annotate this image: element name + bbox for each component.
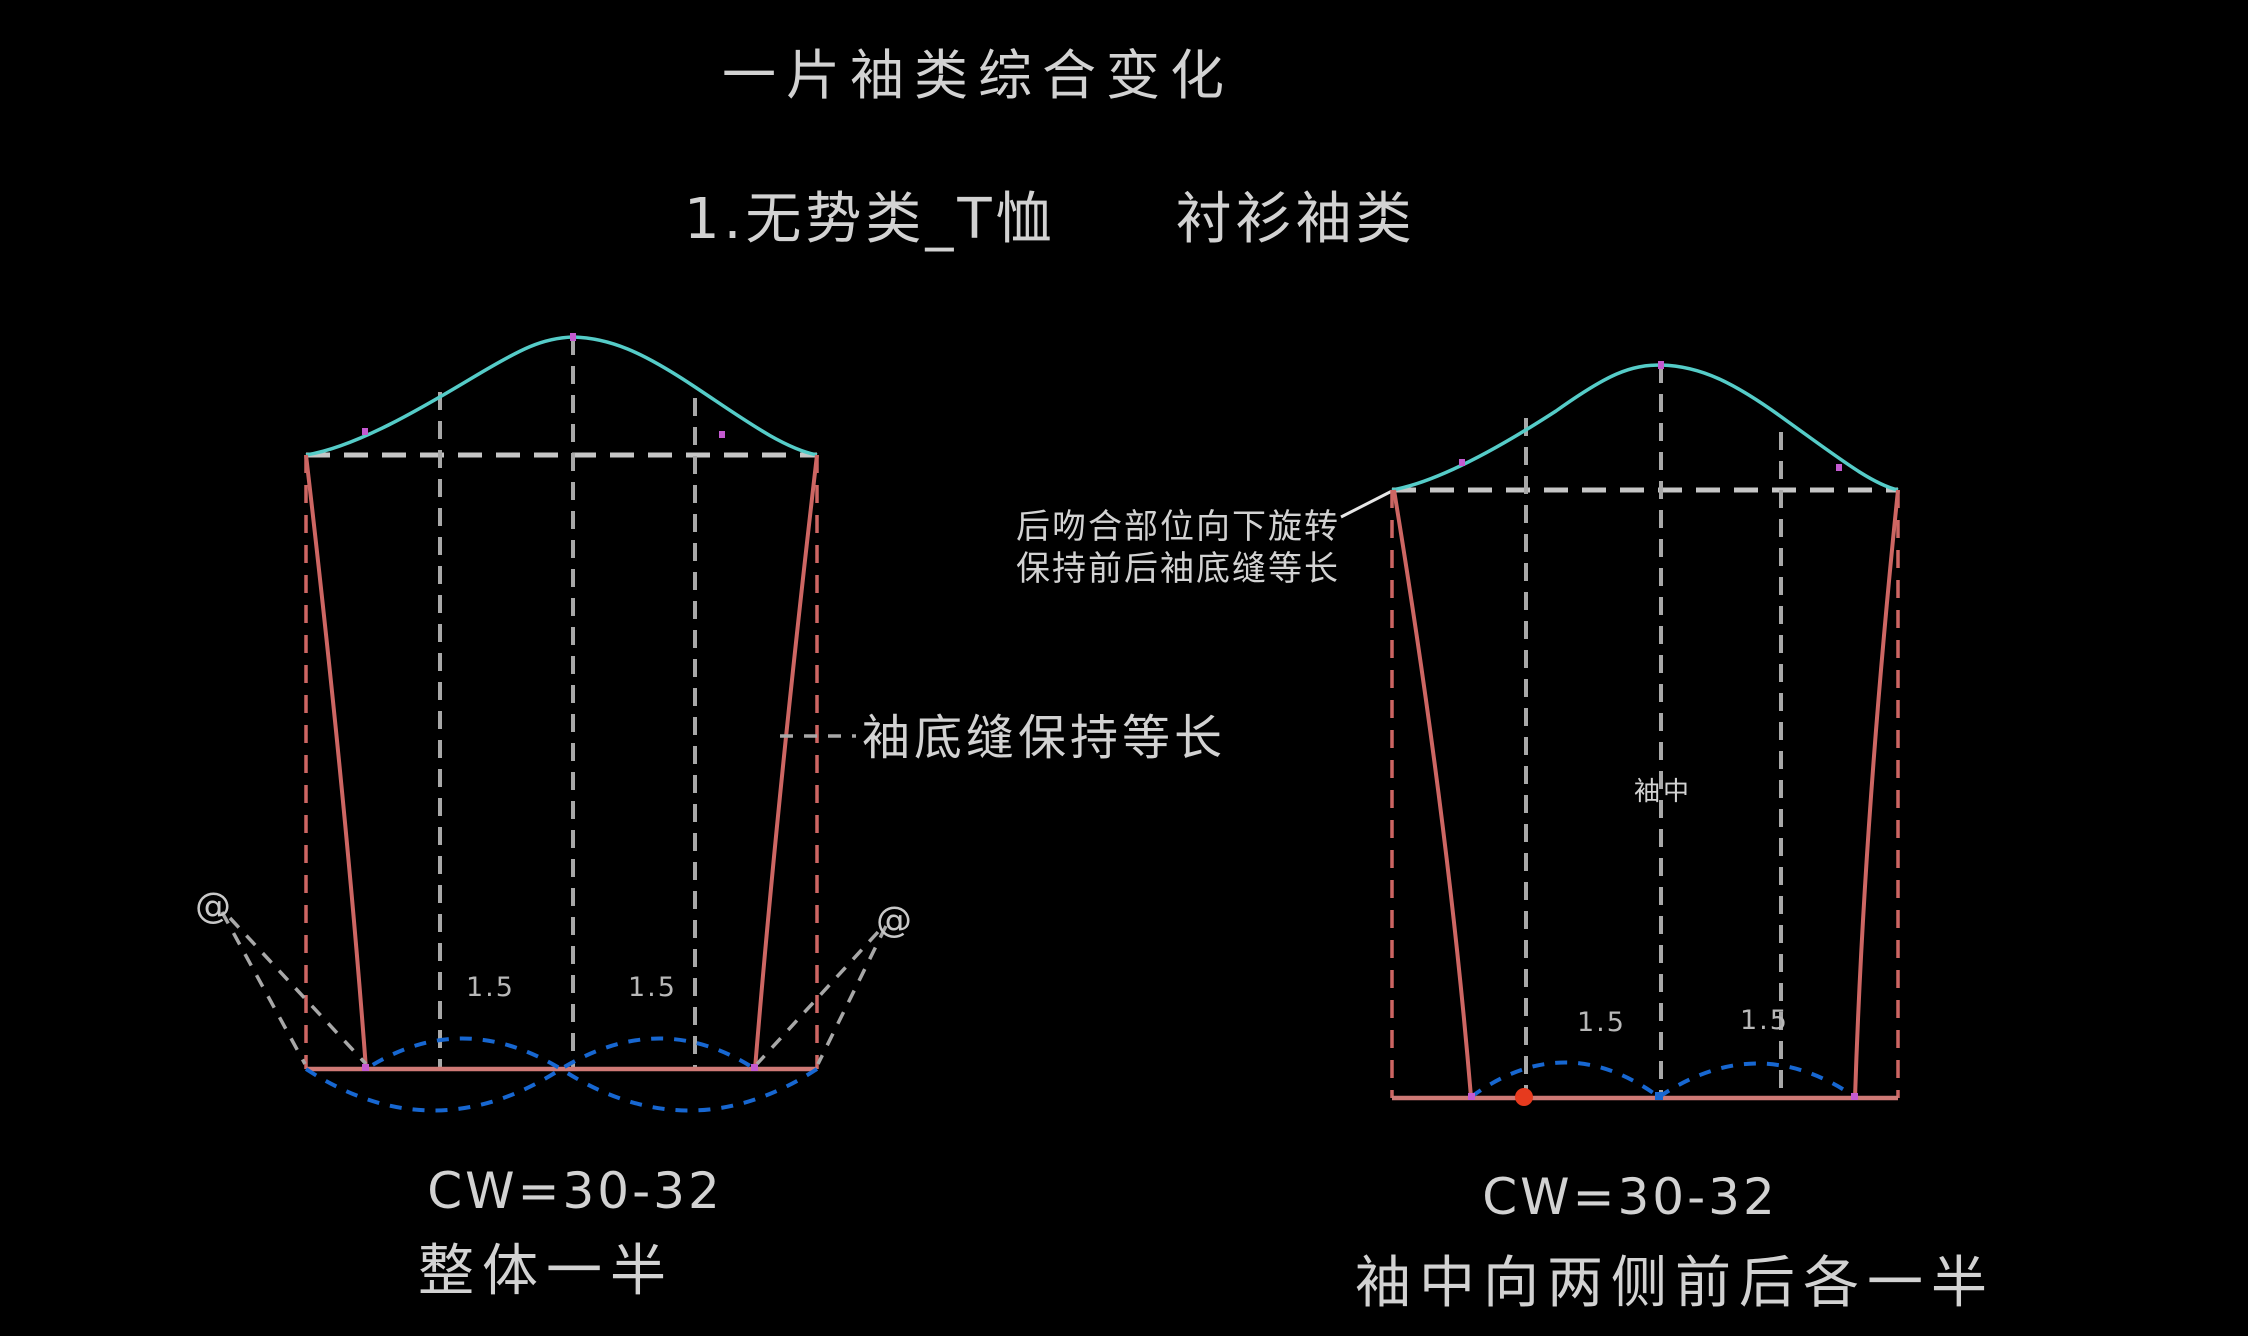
underarm-seam-callout: 袖底缝保持等长	[780, 710, 1226, 766]
left-pivot-leader-1	[220, 911, 307, 1065]
vertex-marker	[1658, 361, 1664, 369]
right-underarm-seam-back	[1853, 489, 1900, 1099]
left-offset-back-value: 1.5	[628, 972, 677, 1003]
right-pivot-leader-1	[816, 925, 888, 1065]
right-sleeve-diagram: 袖中 1.5 1.5 CW=30-32 袖中向两侧前后各一半	[1355, 361, 1995, 1316]
left-swing-arc-2	[364, 1036, 819, 1113]
pivot-at-symbol-right: @	[876, 900, 912, 941]
sleeve-center-label: 袖中	[1634, 777, 1692, 807]
underarm-seam-label: 袖底缝保持等长	[862, 710, 1226, 766]
vertex-marker	[751, 1064, 758, 1071]
vertex-marker	[1836, 464, 1842, 471]
left-cuff-width-label: CW=30-32	[427, 1162, 723, 1220]
right-sleeve-cap-curve	[1391, 363, 1899, 492]
section-subtitle: 1.无势类_T恤 衬衫袖类	[684, 187, 1416, 252]
rotation-note-leader	[1340, 489, 1393, 519]
vertex-marker	[362, 1064, 369, 1071]
vertex-marker	[1468, 1093, 1475, 1100]
pivot-at-symbol-left: @	[195, 886, 231, 927]
rotation-note-line2: 保持前后袖底缝等长	[1016, 549, 1340, 589]
vertex-marker	[570, 333, 576, 341]
right-underarm-seam-front	[1392, 489, 1473, 1098]
page-title: 一片袖类综合变化	[722, 44, 1234, 107]
right-swing-arc-2	[1657, 1061, 1857, 1099]
rotation-note-line1: 后吻合部位向下旋转	[1016, 507, 1340, 547]
right-cuff-width-label: CW=30-32	[1482, 1168, 1778, 1226]
vertex-marker	[362, 428, 368, 435]
left-swing-arc-1	[304, 1036, 757, 1113]
left-sleeve-diagram: @ @ 1.5 1.5 CW=30-32 整体一半	[195, 333, 912, 1304]
arc-meeting-marker	[1655, 1092, 1663, 1100]
left-diagram-caption: 整体一半	[418, 1239, 674, 1304]
vertex-marker	[1851, 1093, 1858, 1100]
rotation-note: 后吻合部位向下旋转 保持前后袖底缝等长	[1016, 489, 1393, 589]
right-offset-front-value: 1.5	[1577, 1007, 1626, 1038]
right-swing-arc-1	[1469, 1060, 1661, 1099]
rotation-point-dot	[1515, 1088, 1533, 1106]
vertex-marker	[1459, 459, 1465, 466]
right-pivot-leader-2	[755, 930, 880, 1066]
right-offset-back-value: 1.5	[1740, 1005, 1789, 1036]
right-diagram-caption: 袖中向两侧前后各一半	[1355, 1251, 1995, 1316]
left-underarm-seam-front	[304, 454, 368, 1070]
left-pivot-leader-2	[228, 916, 368, 1066]
left-sleeve-cap-curve	[305, 335, 818, 457]
left-underarm-seam-back	[753, 454, 819, 1070]
vertex-marker	[719, 431, 725, 438]
left-offset-front-value: 1.5	[466, 972, 515, 1003]
